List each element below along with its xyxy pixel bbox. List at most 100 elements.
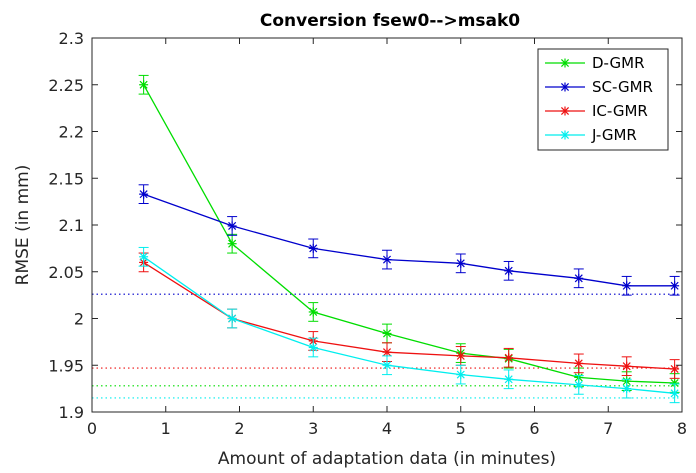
data-point-sc-gmr-stroke (504, 266, 513, 275)
data-point-d-gmr (139, 80, 149, 90)
data-point-j-gmr (504, 374, 514, 384)
legend-entry-d-gmr: D-GMR (545, 54, 645, 72)
data-point-d-gmr-stroke (139, 80, 148, 89)
data-point-ic-gmr-stroke (456, 351, 465, 360)
x-tick-label: 8 (677, 419, 687, 438)
x-axis: 0 1 2 3 4 5 6 7 8 (87, 38, 687, 438)
legend-marker-ic-gmr-stroke (560, 106, 570, 116)
legend-marker-d-gmr (560, 58, 570, 68)
data-point-sc-gmr (382, 255, 392, 265)
data-point-sc-gmr-stroke (228, 221, 237, 230)
data-point-ic-gmr-stroke (382, 348, 392, 357)
data-point-sc-gmr (308, 243, 318, 253)
x-tick-label: 6 (529, 419, 539, 438)
series-sc-gmr (138, 184, 680, 296)
legend-entry-j-gmr: J-GMR (545, 126, 637, 144)
data-point-sc-gmr (574, 273, 584, 283)
data-point-sc-gmr-stroke (670, 281, 679, 290)
data-point-sc-gmr (139, 189, 149, 199)
data-point-ic-gmr-stroke (574, 359, 583, 368)
data-point-ic-gmr-stroke (504, 353, 513, 362)
legend-box (537, 48, 669, 151)
x-tick-label: 4 (382, 419, 392, 438)
data-point-d-gmr (382, 328, 392, 338)
x-tick-label: 7 (603, 419, 613, 438)
y-tick-label: 2.3 (59, 29, 84, 48)
data-point-j-gmr-stroke (309, 343, 318, 352)
data-point-j-gmr (382, 360, 392, 370)
x-tick-label: 1 (161, 419, 171, 438)
series-layer (138, 74, 680, 404)
data-point-d-gmr (308, 307, 318, 317)
legend-label-j-gmr: J-GMR (591, 126, 637, 144)
legend-marker-j-gmr-stroke (560, 130, 570, 140)
legend-label-ic-gmr: IC-GMR (592, 102, 648, 120)
data-point-j-gmr (227, 314, 237, 323)
data-point-j-gmr (670, 388, 680, 398)
data-point-sc-gmr (670, 281, 680, 291)
data-point-j-gmr-stroke (382, 361, 392, 370)
data-point-ic-gmr-stroke (622, 362, 631, 371)
legend: D-GMR SC-GMR IC-GMR J-GMR (537, 48, 669, 151)
data-point-ic-gmr (456, 351, 466, 361)
x-tick-label: 0 (87, 419, 97, 438)
data-point-sc-gmr (227, 221, 237, 231)
data-point-j-gmr-stroke (228, 314, 237, 323)
data-point-ic-gmr-stroke (670, 364, 679, 374)
legend-entry-ic-gmr: IC-GMR (545, 102, 648, 120)
y-tick-label: 2.1 (59, 216, 84, 235)
data-point-ic-gmr (670, 364, 680, 374)
legend-marker-ic-gmr (560, 106, 570, 116)
y-axis-title: RMSE (in mm) (13, 165, 33, 286)
data-point-j-gmr (622, 384, 632, 394)
data-point-sc-gmr (456, 258, 466, 268)
data-point-d-gmr-stroke (309, 307, 318, 316)
data-point-j-gmr-stroke (139, 252, 148, 261)
data-point-sc-gmr (622, 281, 632, 291)
y-tick-label: 2.05 (48, 263, 84, 282)
data-point-d-gmr-stroke (228, 239, 237, 248)
data-point-j-gmr-stroke (504, 375, 513, 384)
data-point-j-gmr-stroke (456, 370, 465, 379)
data-point-d-gmr (227, 239, 237, 249)
x-tick-label: 3 (308, 419, 318, 438)
data-point-sc-gmr-stroke (622, 281, 631, 290)
legend-label-d-gmr: D-GMR (592, 54, 645, 72)
chart-title: Conversion fsew0-->msak0 (260, 11, 520, 31)
data-point-ic-gmr (504, 353, 514, 363)
y-tick-label: 2.15 (48, 169, 84, 188)
x-axis-title: Amount of adaptation data (in minutes) (218, 449, 556, 469)
data-point-ic-gmr (382, 347, 392, 357)
y-axis: 1.9 1.95 2 2.05 2.1 2.15 2.2 2.25 2.3 (48, 29, 682, 422)
data-point-d-gmr-stroke (670, 378, 679, 388)
y-tick-label: 1.95 (48, 356, 84, 375)
data-point-j-gmr-stroke (670, 389, 679, 398)
y-tick-label: 1.9 (59, 403, 84, 422)
data-point-sc-gmr-stroke (139, 190, 148, 199)
data-point-sc-gmr (504, 266, 514, 276)
data-point-sc-gmr-stroke (574, 274, 583, 283)
data-point-ic-gmr (622, 361, 632, 371)
data-point-j-gmr (574, 380, 584, 390)
data-point-sc-gmr-stroke (456, 259, 465, 268)
data-point-j-gmr (456, 370, 466, 380)
data-point-sc-gmr-stroke (309, 244, 318, 253)
x-tick-label: 5 (456, 419, 466, 438)
legend-marker-j-gmr (560, 130, 570, 140)
series-j-gmr (138, 246, 680, 404)
legend-marker-sc-gmr-stroke (560, 82, 570, 92)
data-point-j-gmr (139, 252, 149, 262)
x-tick-label: 2 (234, 419, 244, 438)
legend-label-sc-gmr: SC-GMR (592, 78, 653, 96)
legend-entry-sc-gmr: SC-GMR (545, 78, 653, 96)
data-point-j-gmr-stroke (622, 384, 631, 393)
y-tick-label: 2 (74, 310, 84, 329)
legend-marker-d-gmr-stroke (560, 58, 570, 68)
y-tick-label: 2.2 (59, 123, 84, 142)
data-point-j-gmr-stroke (574, 380, 583, 389)
data-point-j-gmr (308, 342, 318, 352)
data-point-d-gmr-stroke (382, 329, 392, 338)
data-point-ic-gmr (574, 358, 584, 368)
y-tick-label: 2.25 (48, 76, 84, 95)
